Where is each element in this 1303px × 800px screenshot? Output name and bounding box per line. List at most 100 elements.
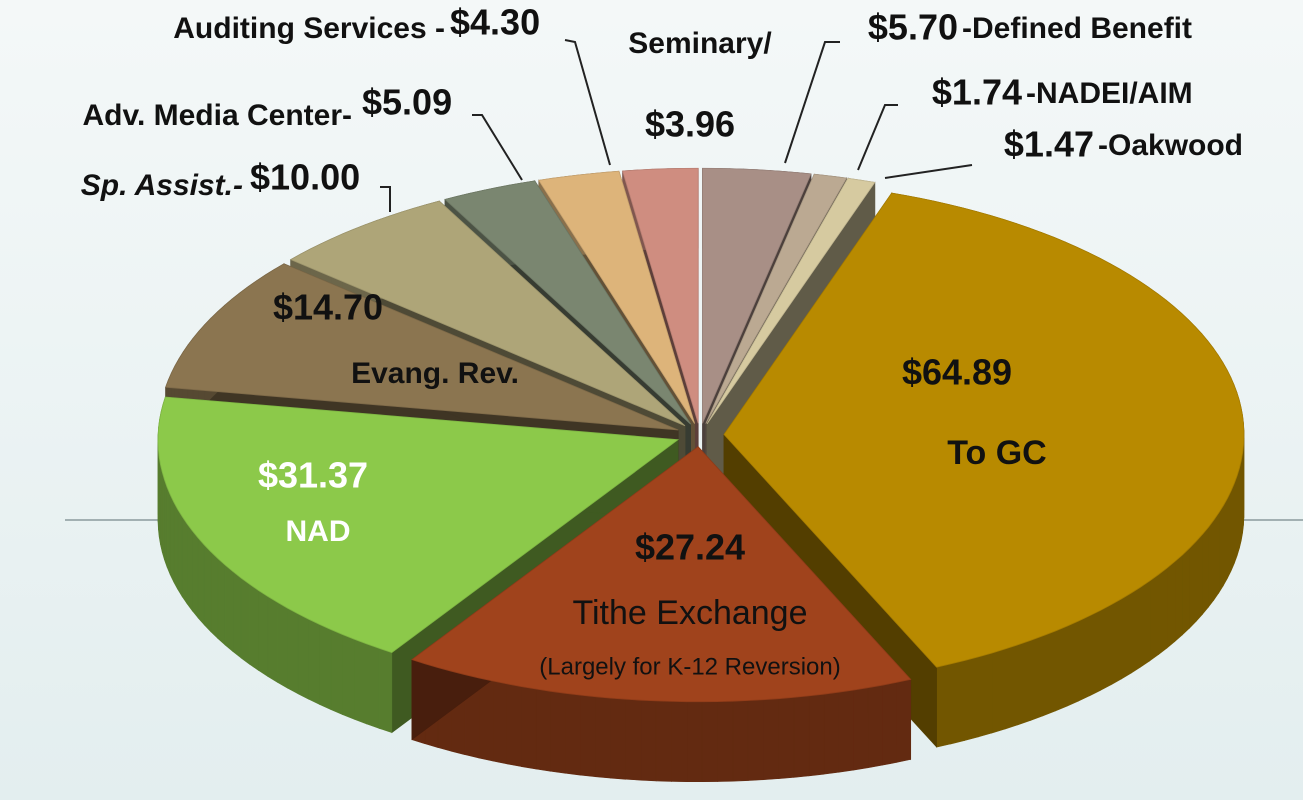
slice (538, 170, 695, 424)
slice-side (173, 501, 179, 590)
category-label: NAD (286, 515, 351, 548)
category-label: Tithe Exchange (573, 594, 808, 632)
slice-side (1110, 598, 1122, 686)
slice-side (224, 564, 234, 653)
data-label: $64.89 (902, 352, 1012, 393)
slice-side (478, 677, 494, 762)
slice-side (671, 701, 688, 782)
category-label: -NADEI/AIM (1026, 77, 1193, 110)
slice-side (192, 529, 199, 619)
slice-side (1121, 592, 1132, 680)
slice-side (1004, 644, 1019, 730)
slice-side (186, 522, 193, 612)
slice-side (1223, 497, 1228, 587)
annotation: (Largely for K-12 Reversion) (539, 653, 840, 680)
slice-side (1227, 490, 1232, 579)
slice-side (1236, 468, 1240, 556)
slice-side (686, 701, 703, 783)
slice-side (164, 479, 168, 568)
leader-line (472, 114, 523, 181)
slice-side (366, 643, 380, 729)
slice-side (1089, 609, 1101, 697)
slice-side (1218, 504, 1224, 594)
slice-side (808, 693, 825, 777)
slice-side (319, 623, 332, 711)
slice (723, 192, 1245, 668)
slice-side (580, 694, 596, 778)
category-label: Sp. Assist.- (81, 169, 243, 202)
slice-side (1130, 586, 1141, 674)
slice-side (1078, 615, 1091, 702)
slice (411, 446, 912, 703)
slice-side (1234, 475, 1238, 564)
slice-side (823, 691, 839, 775)
category-label: Evang. Rev. (351, 357, 519, 390)
data-label: $1.47 (1004, 124, 1094, 165)
data-label: $27.24 (635, 527, 745, 568)
slice-side (595, 696, 611, 779)
slice-side (1100, 604, 1112, 691)
slice-side (217, 557, 226, 646)
slice-side (232, 570, 242, 659)
slice-side (655, 700, 672, 782)
slice (622, 167, 699, 424)
data-label: $3.96 (645, 104, 735, 145)
slice-side (1213, 511, 1220, 601)
slice (157, 396, 680, 654)
slice-side (1195, 533, 1203, 622)
category-label: Auditing Services - (173, 12, 445, 45)
slice-side (354, 638, 367, 725)
slice-side (732, 700, 749, 782)
data-label: $5.70 (868, 7, 958, 48)
slice-side (1140, 580, 1151, 668)
slice-side (1230, 483, 1235, 571)
slice-side (717, 700, 734, 782)
slice-side (1208, 519, 1215, 609)
slice-side (1174, 554, 1183, 643)
slice-side (203, 544, 212, 633)
slice-side (277, 601, 288, 689)
data-label: $5.09 (362, 82, 452, 123)
slice-side (882, 682, 897, 766)
slice-side (506, 683, 522, 767)
slice-side (210, 550, 219, 640)
slice-side (297, 613, 309, 700)
slice-side (535, 688, 551, 772)
slice (444, 180, 692, 425)
slice-side (1054, 625, 1068, 712)
data-label: $1.74 (932, 72, 1022, 113)
category-label: To GC (947, 434, 1046, 472)
slice-side (936, 663, 952, 748)
slice-side (747, 699, 764, 781)
slice-side (1189, 540, 1197, 629)
slice-side (342, 634, 355, 720)
slice-side (1030, 635, 1044, 721)
slice-side (640, 699, 657, 782)
slice-side (896, 679, 912, 763)
leader-line (380, 186, 391, 212)
slice-side (166, 487, 171, 575)
slice-side (521, 686, 537, 770)
slice-side (177, 508, 183, 598)
data-label: $31.37 (258, 455, 368, 496)
slice-side (763, 698, 779, 781)
slice-side (565, 692, 581, 776)
slice (165, 263, 679, 431)
slice-side (1149, 573, 1159, 662)
slice-side (625, 698, 642, 781)
slice-side (330, 629, 343, 715)
data-label: $4.30 (450, 2, 540, 43)
slice-side (197, 537, 205, 626)
data-label: $10.00 (250, 157, 360, 198)
slice-side (1202, 526, 1209, 616)
leader-line (564, 39, 611, 166)
slice-side (169, 494, 175, 583)
leader-line (884, 164, 973, 179)
leader-line (857, 104, 898, 171)
data-label: $14.70 (273, 287, 383, 328)
slice (289, 200, 686, 427)
slice-side (287, 607, 299, 695)
category-label: -Defined Benefit (962, 12, 1192, 45)
slice-side (308, 618, 320, 705)
